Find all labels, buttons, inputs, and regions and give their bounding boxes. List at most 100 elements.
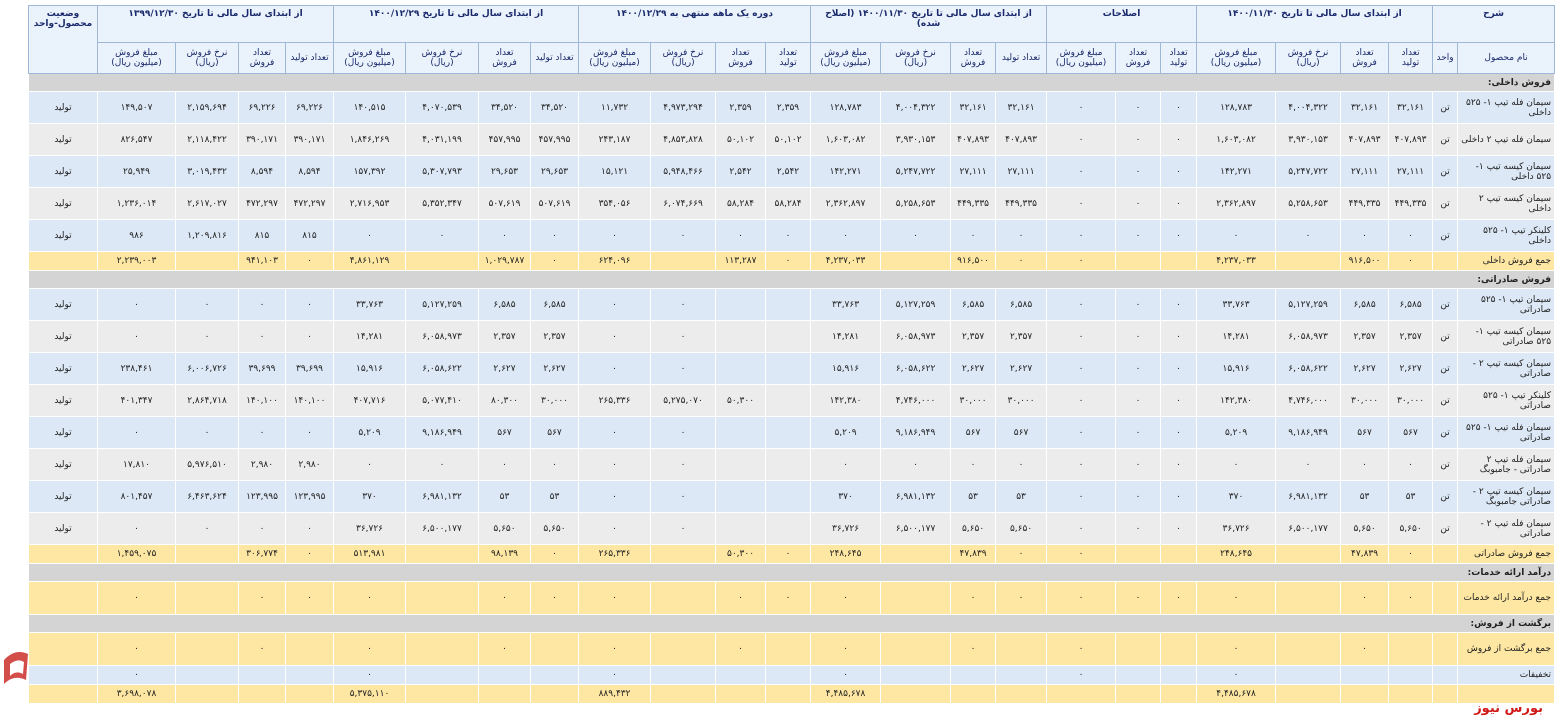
cell: ۶,۵۸۵ <box>530 288 579 321</box>
cell: ۶,۵۰۰,۱۷۷ <box>1275 512 1342 545</box>
cell <box>1160 251 1198 271</box>
cell: ۲۷,۱۱۱ <box>1388 155 1434 188</box>
cell <box>650 684 717 704</box>
cell: ۶۹,۲۲۶ <box>285 91 334 124</box>
cell: ۳۹۰,۱۷۱ <box>238 123 286 156</box>
cell: ۰ <box>577 512 652 545</box>
cell: ۳۷۰ <box>1196 480 1277 513</box>
cell <box>715 665 767 685</box>
cell: ۰ <box>1160 155 1198 188</box>
cell: ۲,۵۴۲ <box>715 155 767 188</box>
cell: ۰ <box>810 632 882 666</box>
cell <box>175 665 239 685</box>
cell: ۳۰,۰۰۰ <box>1388 384 1434 417</box>
cell: ۳۹,۶۹۹ <box>238 352 286 385</box>
cell <box>1275 632 1342 666</box>
cell: ۵۶۷ <box>1388 416 1434 449</box>
cell: ۶,۰۵۸,۹۷۳ <box>1275 320 1342 353</box>
cell <box>715 512 767 545</box>
cell: سیمان فله تیپ ۲ صادراتی - جامبوبگ <box>1457 448 1556 481</box>
cell: ۳۷۰ <box>333 480 406 513</box>
cell: ۰ <box>333 581 406 615</box>
cell: تن <box>1432 352 1459 385</box>
cell: ۰ <box>1115 480 1162 513</box>
cell: ۰ <box>1340 219 1390 252</box>
cell: ۱۷,۸۱۰ <box>97 448 176 481</box>
row: سیمان کیسه تیپ ۲ داخلی تن ۴۴۹,۳۳۵ ۴۴۹,۳۳۵ ۵,… <box>28 187 1556 220</box>
cell: تولید <box>28 155 98 188</box>
cell: ۳۰,۰۰۰ <box>530 384 579 417</box>
cell: ۰ <box>285 581 334 615</box>
cell: ۲,۱۵۹,۶۹۴ <box>175 91 239 124</box>
cell: ۰ <box>650 352 717 385</box>
cell: ۰ <box>765 251 812 271</box>
subheader: نرخ فروش (ریال) <box>175 42 239 74</box>
cell: ۱,۰۲۹,۷۸۷ <box>478 251 531 271</box>
cell: ۰ <box>765 219 812 252</box>
cell: ۵,۰۷۷,۴۱۰ <box>405 384 479 417</box>
cell <box>1340 665 1390 685</box>
cell: ۱۵,۱۲۱ <box>577 155 652 188</box>
cell: تولید <box>28 416 98 449</box>
cell: ۰ <box>765 581 812 615</box>
cell <box>715 288 767 321</box>
cell: ۰ <box>1046 320 1117 353</box>
cell: ۴۵۷,۹۹۵ <box>478 123 531 156</box>
cell: سیمان فله تیپ ۲ داخلی <box>1457 123 1556 156</box>
cell: ۲,۳۵۷ <box>950 320 997 353</box>
cell: ۲۹,۶۵۳ <box>478 155 531 188</box>
cell: سیمان فله تیپ ۱- ۵۲۵ صادراتی <box>1457 416 1556 449</box>
cell: تولید <box>28 352 98 385</box>
cell: ۵۰,۱۰۲ <box>765 123 812 156</box>
cell: ۰ <box>1160 123 1198 156</box>
cell: ۰ <box>530 448 579 481</box>
subheader: تعداد تولید <box>995 42 1048 74</box>
cell: ۰ <box>238 416 286 449</box>
cell: ۰ <box>1275 219 1342 252</box>
cell: ۰ <box>715 219 767 252</box>
cell <box>650 665 717 685</box>
section-title: برگشت از فروش: <box>27 614 1556 633</box>
cell: ۸۰۱,۴۵۷ <box>97 480 176 513</box>
cell: ۰ <box>1046 384 1117 417</box>
cell: ۹۴۱,۱۰۳ <box>238 251 286 271</box>
cell <box>995 665 1048 685</box>
cell: ۰ <box>1115 123 1162 156</box>
cell: ۲۴۸,۶۴۵ <box>1196 544 1277 564</box>
cell: ۰ <box>765 544 812 564</box>
section-row: فروش صادراتی: <box>27 270 1556 289</box>
watermark: بورس نیوز <box>1474 701 1543 716</box>
cell: ۵۰۷,۶۱۹ <box>530 187 579 220</box>
cell: ۰ <box>285 544 334 564</box>
cell: ۶,۵۸۵ <box>1340 288 1390 321</box>
cell <box>1275 251 1342 271</box>
section-title: فروش داخلی: <box>27 73 1556 92</box>
cell: ۲,۳۵۷ <box>1388 320 1434 353</box>
cell: ۵,۱۲۷,۲۵۹ <box>1275 288 1342 321</box>
cell: ۰ <box>97 581 176 615</box>
subheader: تعداد تولید <box>1160 42 1198 74</box>
group-header: از ابتدای سال مالی تا تاریخ ۱۳۹۹/۱۲/۳۰ <box>97 5 334 43</box>
cell: ۱۲۳,۹۹۵ <box>285 480 334 513</box>
cell: ۱۴۰,۱۰۰ <box>285 384 334 417</box>
subheader: نرخ فروش (ریال) <box>880 42 952 74</box>
cell: تن <box>1432 91 1459 124</box>
cell: ۰ <box>478 581 531 615</box>
cell: ۳۳,۷۶۳ <box>1196 288 1277 321</box>
cell: ۰ <box>478 219 531 252</box>
cell: ۱۲۸,۷۸۳ <box>1196 91 1277 124</box>
cell: تن <box>1432 320 1459 353</box>
cell: ۵,۲۰۹ <box>1196 416 1277 449</box>
cell: ۰ <box>1046 155 1117 188</box>
cell: ۵۳ <box>478 480 531 513</box>
cell: ۰ <box>175 288 239 321</box>
cell: ۰ <box>1388 581 1434 615</box>
data-table: شرح از ابتدای سال مالی تا تاریخ ۱۴۰۰/۱۱/۳… <box>27 5 1556 704</box>
cell: ۴,۷۴۶,۰۰۰ <box>880 384 952 417</box>
cell <box>765 352 812 385</box>
row: سیمان کیسه تیپ ۱- ۵۲۵ صادراتی تن ۲,۳۵۷ ۲,۳۵… <box>28 320 1556 353</box>
cell <box>650 251 717 271</box>
cell <box>765 632 812 666</box>
cell <box>765 416 812 449</box>
cell: ۰ <box>1196 632 1277 666</box>
